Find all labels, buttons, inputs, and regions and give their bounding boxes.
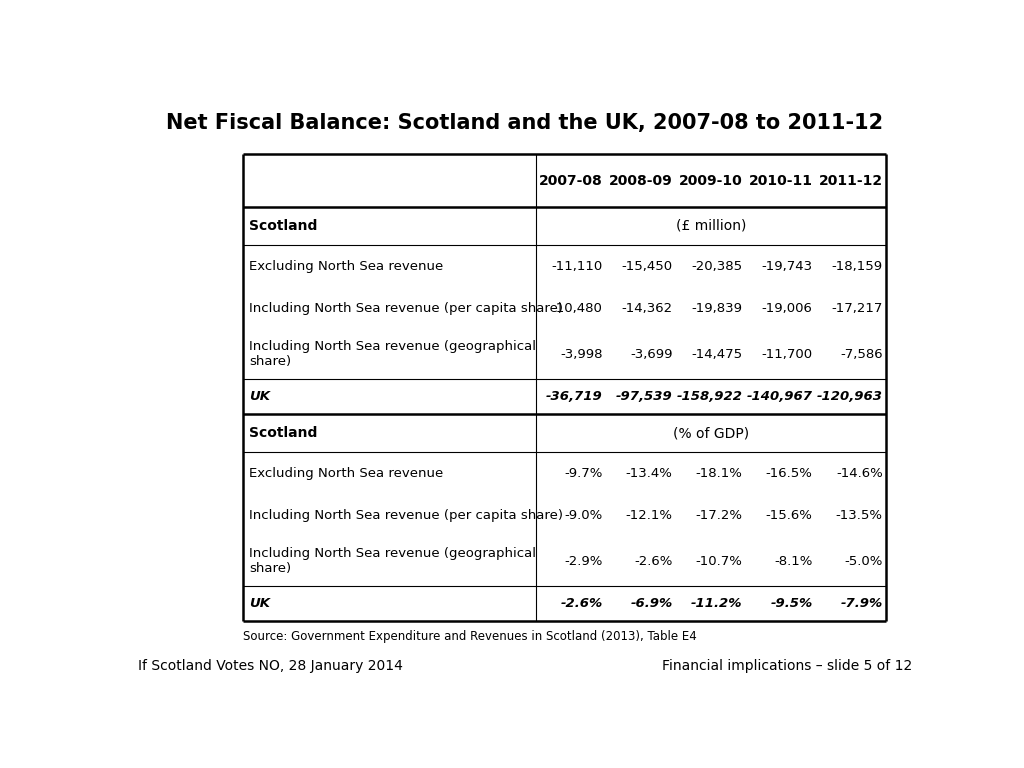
Text: -3,699: -3,699: [630, 348, 673, 361]
Text: -2.6%: -2.6%: [634, 555, 673, 568]
Text: -14.6%: -14.6%: [836, 467, 883, 480]
Text: (£ million): (£ million): [676, 219, 745, 233]
Text: -13.5%: -13.5%: [836, 509, 883, 522]
Text: -36,719: -36,719: [546, 390, 602, 403]
Text: -10.7%: -10.7%: [695, 555, 742, 568]
Text: -19,743: -19,743: [762, 260, 813, 273]
Text: 2007-08: 2007-08: [539, 174, 602, 187]
Text: -2.6%: -2.6%: [560, 598, 602, 611]
Text: -9.7%: -9.7%: [564, 467, 602, 480]
Text: Excluding North Sea revenue: Excluding North Sea revenue: [250, 260, 443, 273]
Text: -11.2%: -11.2%: [691, 598, 742, 611]
Text: -5.0%: -5.0%: [845, 555, 883, 568]
Text: 2009-10: 2009-10: [679, 174, 742, 187]
Text: -97,539: -97,539: [615, 390, 673, 403]
Text: -15.6%: -15.6%: [766, 509, 813, 522]
Text: -12.1%: -12.1%: [626, 509, 673, 522]
Text: -16.5%: -16.5%: [766, 467, 813, 480]
Text: -7.9%: -7.9%: [841, 598, 883, 611]
Text: -120,963: -120,963: [817, 390, 883, 403]
Text: -140,967: -140,967: [746, 390, 813, 403]
Text: -2.9%: -2.9%: [564, 555, 602, 568]
Text: -15,450: -15,450: [622, 260, 673, 273]
Text: Financial implications – slide 5 of 12: Financial implications – slide 5 of 12: [662, 659, 912, 673]
Text: -17,217: -17,217: [831, 302, 883, 315]
Text: Including North Sea revenue (geographical
share): Including North Sea revenue (geographica…: [250, 340, 537, 368]
Text: Including North Sea revenue (per capita share): Including North Sea revenue (per capita …: [250, 302, 563, 315]
Text: -9.5%: -9.5%: [770, 598, 813, 611]
Text: -7,586: -7,586: [840, 348, 883, 361]
Text: -13.4%: -13.4%: [626, 467, 673, 480]
Text: If Scotland Votes NO, 28 January 2014: If Scotland Votes NO, 28 January 2014: [137, 659, 402, 673]
Text: -18,159: -18,159: [831, 260, 883, 273]
Text: 2008-09: 2008-09: [609, 174, 673, 187]
Text: -11,700: -11,700: [762, 348, 813, 361]
Text: Scotland: Scotland: [250, 219, 317, 233]
Text: -19,839: -19,839: [691, 302, 742, 315]
Text: UK: UK: [250, 390, 270, 403]
Text: Net Fiscal Balance: Scotland and the UK, 2007-08 to 2011-12: Net Fiscal Balance: Scotland and the UK,…: [166, 113, 884, 133]
Text: Including North Sea revenue (per capita share): Including North Sea revenue (per capita …: [250, 509, 563, 522]
Text: UK: UK: [250, 598, 270, 611]
Text: -158,922: -158,922: [677, 390, 742, 403]
Text: Scotland: Scotland: [250, 426, 317, 440]
Text: (% of GDP): (% of GDP): [673, 426, 749, 440]
Text: Excluding North Sea revenue: Excluding North Sea revenue: [250, 467, 443, 480]
Text: -11,110: -11,110: [551, 260, 602, 273]
Text: -17.2%: -17.2%: [695, 509, 742, 522]
Text: -18.1%: -18.1%: [695, 467, 742, 480]
Text: -14,362: -14,362: [622, 302, 673, 315]
Text: -6.9%: -6.9%: [630, 598, 673, 611]
Text: -10,480: -10,480: [552, 302, 602, 315]
Text: Including North Sea revenue (geographical
share): Including North Sea revenue (geographica…: [250, 548, 537, 575]
Text: -20,385: -20,385: [691, 260, 742, 273]
Text: 2011-12: 2011-12: [819, 174, 883, 187]
Text: -8.1%: -8.1%: [774, 555, 813, 568]
Text: -9.0%: -9.0%: [564, 509, 602, 522]
Text: -14,475: -14,475: [691, 348, 742, 361]
Text: Source: Government Expenditure and Revenues in Scotland (2013), Table E4: Source: Government Expenditure and Reven…: [243, 631, 696, 644]
Text: -19,006: -19,006: [762, 302, 813, 315]
Text: 2010-11: 2010-11: [749, 174, 813, 187]
Text: -3,998: -3,998: [560, 348, 602, 361]
